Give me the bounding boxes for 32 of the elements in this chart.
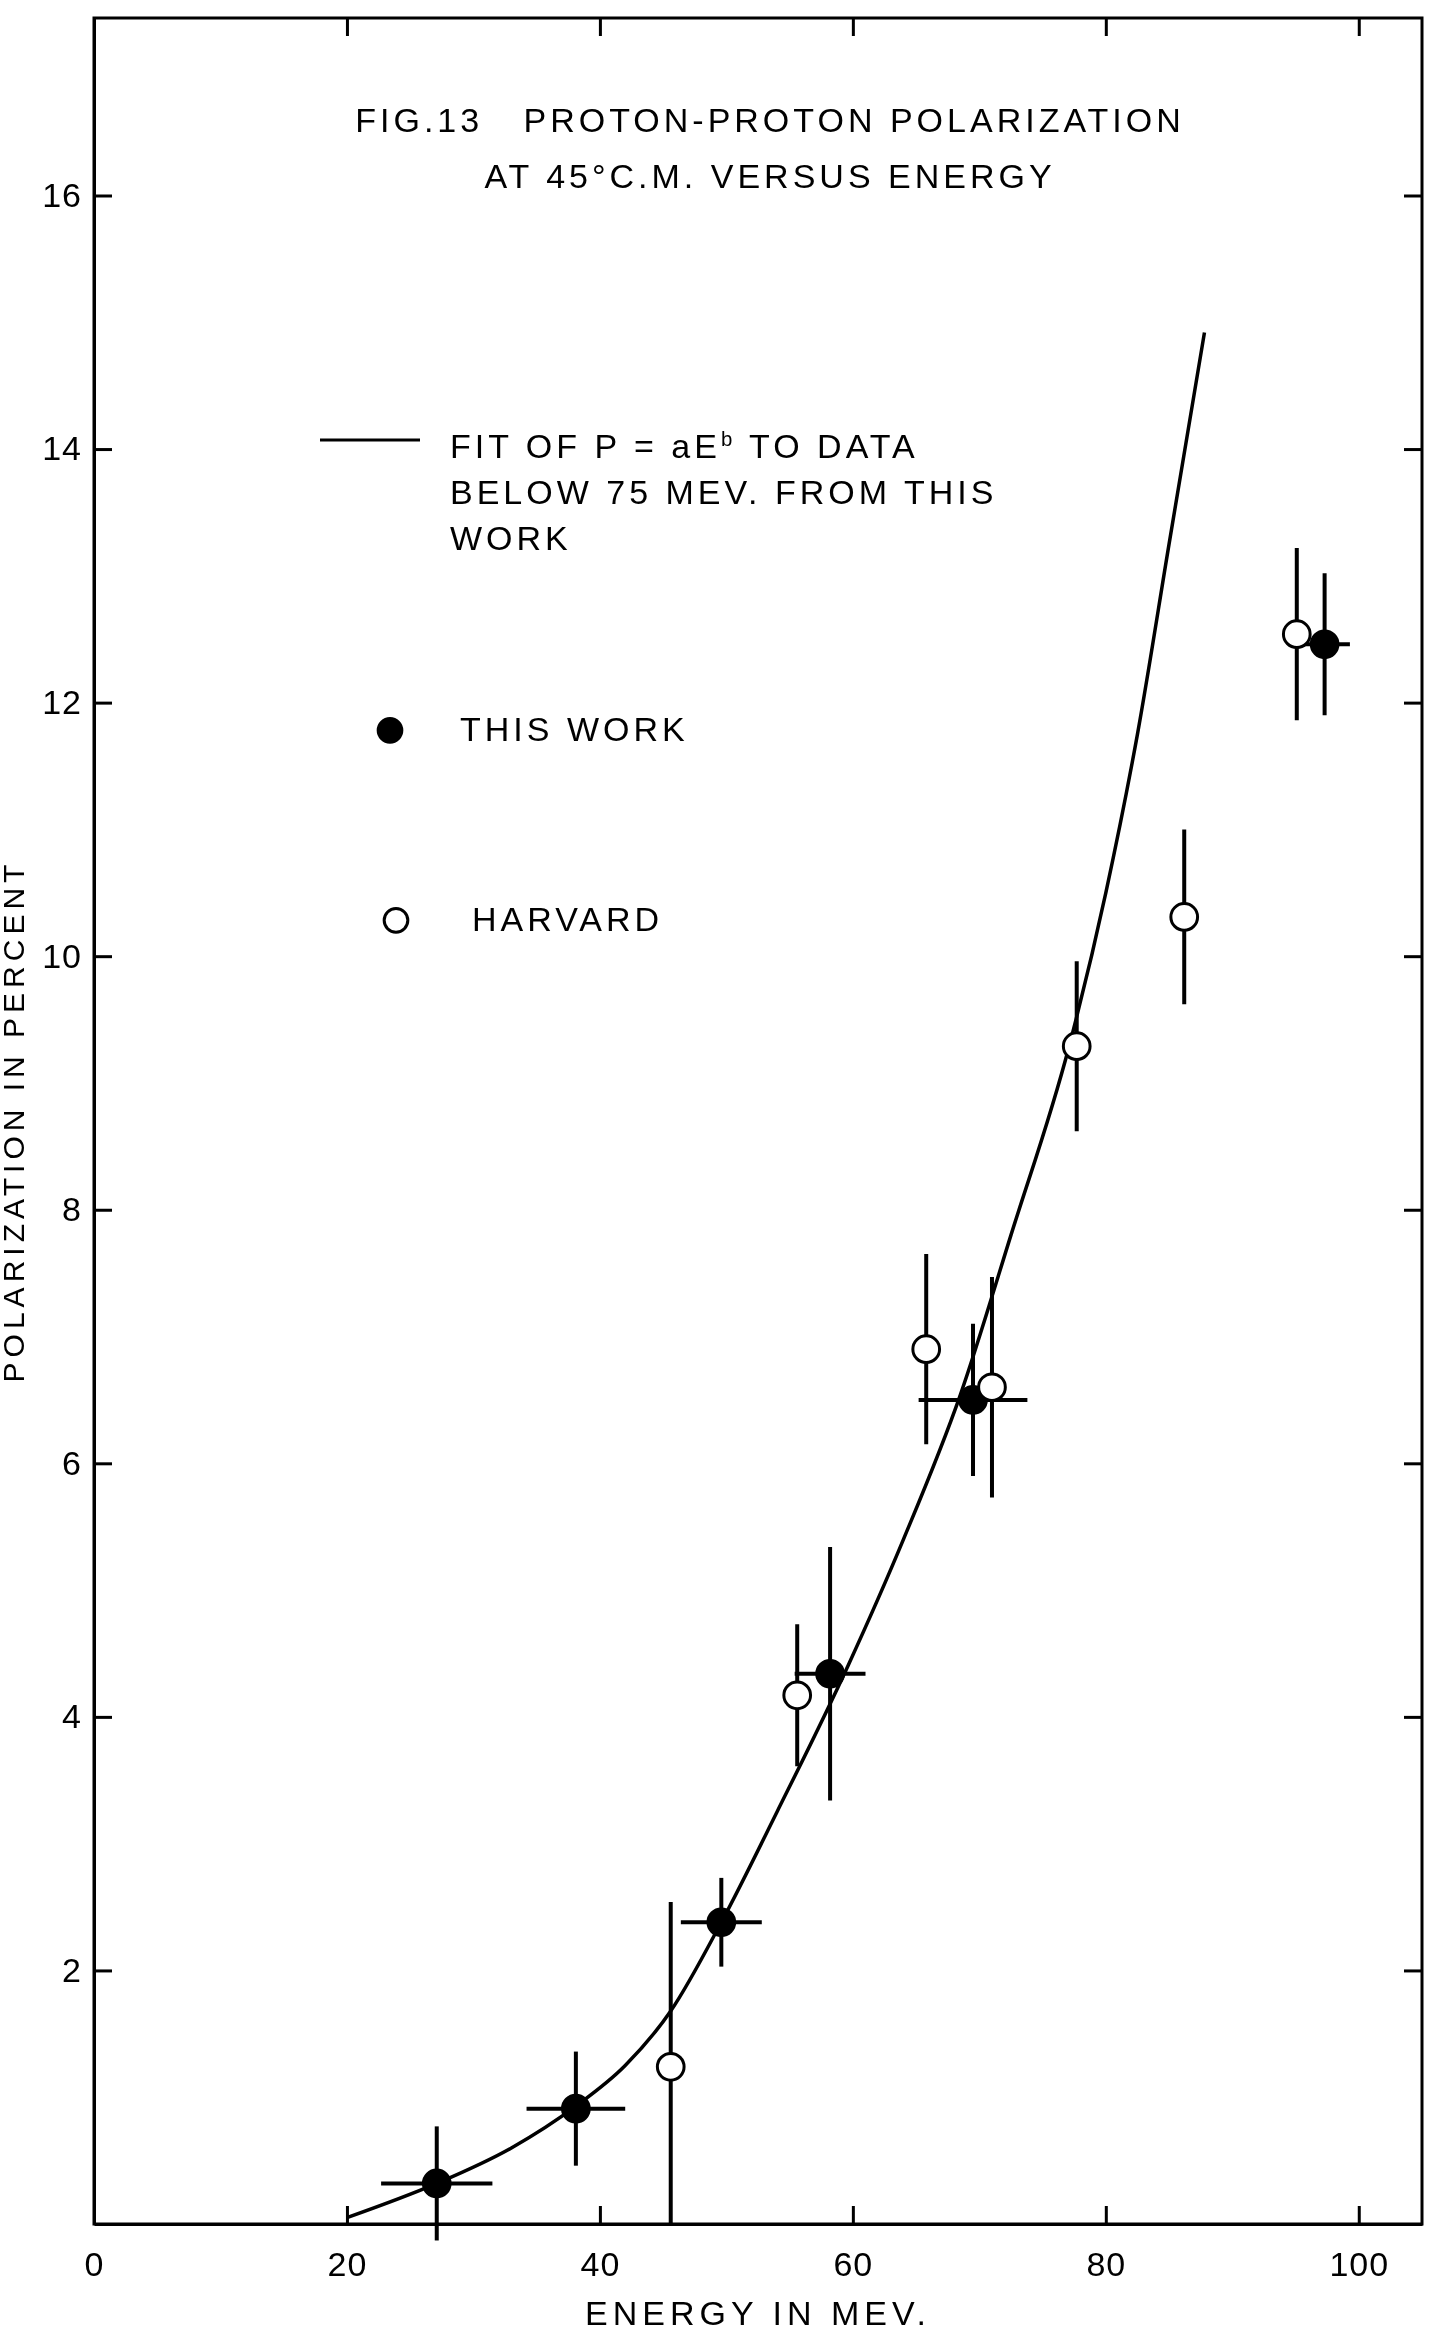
- point: [1281, 619, 1312, 649]
- legend-label: THIS WORK: [460, 709, 690, 751]
- y-tick-label: 4: [62, 1697, 82, 1736]
- text: FIG.13 PROTON-PROTON POLARIZATION AT 45°C.M. VERSUS ENERGY: [354, 100, 1186, 197]
- point: [815, 1658, 845, 1689]
- x-tick-label: 60: [833, 2245, 874, 2284]
- point: [655, 2051, 686, 2082]
- legend-label: FIT OF P = aE$^{b}$ TO DATA BELOW 75 MEV. FROM THIS WORK: [450, 426, 999, 560]
- point: [1169, 902, 1200, 932]
- point: [421, 2168, 452, 2199]
- legend-label: HARVARD: [472, 899, 665, 941]
- y-tick-label: 2: [62, 1950, 82, 1989]
- y-tick-label: 8: [62, 1190, 82, 1229]
- point: [1061, 1031, 1092, 1062]
- point: [706, 1907, 737, 1938]
- y-tick-label: 10: [42, 936, 82, 975]
- x-tick-label: 40: [580, 2245, 621, 2284]
- x-axis-title: ENERGY IN MEV.: [585, 2294, 931, 2332]
- y-tick-label: 14: [42, 429, 82, 468]
- point: [911, 1334, 942, 1365]
- y-axis-title: POLARIZATION IN PERCENT: [0, 859, 30, 1383]
- y-tick-label: 12: [42, 683, 82, 721]
- y-tick-label: 16: [42, 175, 82, 214]
- x-tick-label: 80: [1086, 2245, 1127, 2284]
- point: [1309, 629, 1340, 660]
- point: [561, 2093, 591, 2124]
- y-tick-label: 6: [62, 1443, 82, 1482]
- x-tick-label: 100: [1329, 2245, 1390, 2284]
- point: [782, 1680, 813, 1711]
- line-series: [345, 330, 1207, 2220]
- x-tick-label: 20: [327, 2245, 368, 2284]
- x-tick-label: 0: [84, 2245, 105, 2284]
